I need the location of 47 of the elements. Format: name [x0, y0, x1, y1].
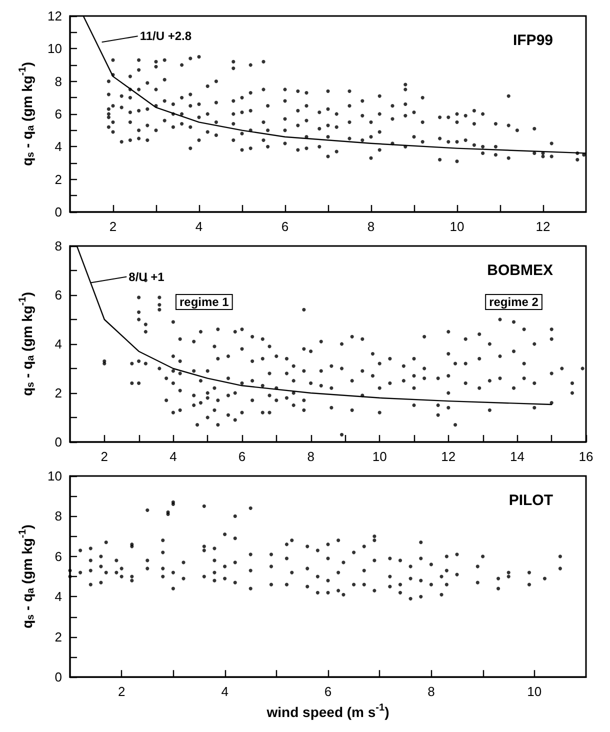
annotation: 11/U +2.8 — [140, 29, 192, 44]
y-tick-label: 4 — [54, 589, 62, 604]
x-tick-label: 8 — [307, 449, 314, 464]
y-tick-label: 6 — [54, 106, 62, 122]
x-tick-label: 10 — [372, 449, 387, 464]
x-tick-label: 10 — [450, 219, 464, 234]
x-tick-label: 6 — [324, 684, 332, 700]
y-axis-title: qs - qa (gm kg-1) — [18, 62, 36, 166]
text: BOBMEX — [487, 262, 554, 279]
text: PILOT — [508, 492, 554, 509]
y-tick-label: 0 — [54, 434, 62, 450]
y-tick-label: 6 — [54, 548, 62, 564]
y-tick-label: 0 — [54, 670, 62, 685]
x-tick-label: 12 — [536, 219, 550, 234]
x-tick-label: 6 — [281, 219, 289, 234]
y-tick-label: 8 — [54, 74, 62, 89]
y-tick-label: 2 — [54, 386, 62, 400]
y-tick-label: 12 — [48, 8, 62, 24]
y-tick-label: 10 — [48, 468, 62, 484]
y-axis-title: qs - qa (gm kg-1) — [18, 292, 36, 396]
x-tick-label: 12 — [441, 449, 456, 464]
x-tick-label: 4 — [221, 684, 228, 700]
y-tick-label: 6 — [54, 288, 62, 302]
y-tick-label: 0 — [54, 204, 62, 220]
y-axis-title: qs - qa (gm kg-1) — [18, 524, 36, 629]
y-tick-label: 8 — [54, 508, 62, 524]
x-tick-label: 2 — [109, 219, 117, 234]
y-tick-label: 10 — [48, 41, 62, 56]
x-tick-label: 2 — [100, 449, 108, 464]
y-tick-label: 8 — [54, 238, 62, 254]
x-tick-label: 16 — [578, 449, 594, 464]
x-tick-label: 4 — [195, 219, 203, 234]
text: IFP99 — [512, 32, 554, 49]
y-tick-label: 4 — [54, 336, 62, 352]
y-tick-label: 2 — [54, 629, 62, 644]
x-tick-label: 4 — [170, 449, 177, 464]
x-tick-label: 8 — [367, 219, 375, 234]
annotation: regime 1 — [179, 295, 230, 309]
x-tick-label: 8 — [428, 684, 435, 700]
x-tick-label: 14 — [510, 449, 524, 464]
x-tick-label: 10 — [527, 684, 542, 700]
annotation: regime 2 — [489, 295, 539, 309]
x-tick-label: 2 — [118, 684, 126, 700]
x-tick-label: 6 — [238, 449, 246, 464]
y-tick-label: 4 — [54, 139, 62, 154]
y-tick-label: 2 — [54, 172, 62, 187]
annotation: 8/U +1 — [128, 270, 165, 284]
